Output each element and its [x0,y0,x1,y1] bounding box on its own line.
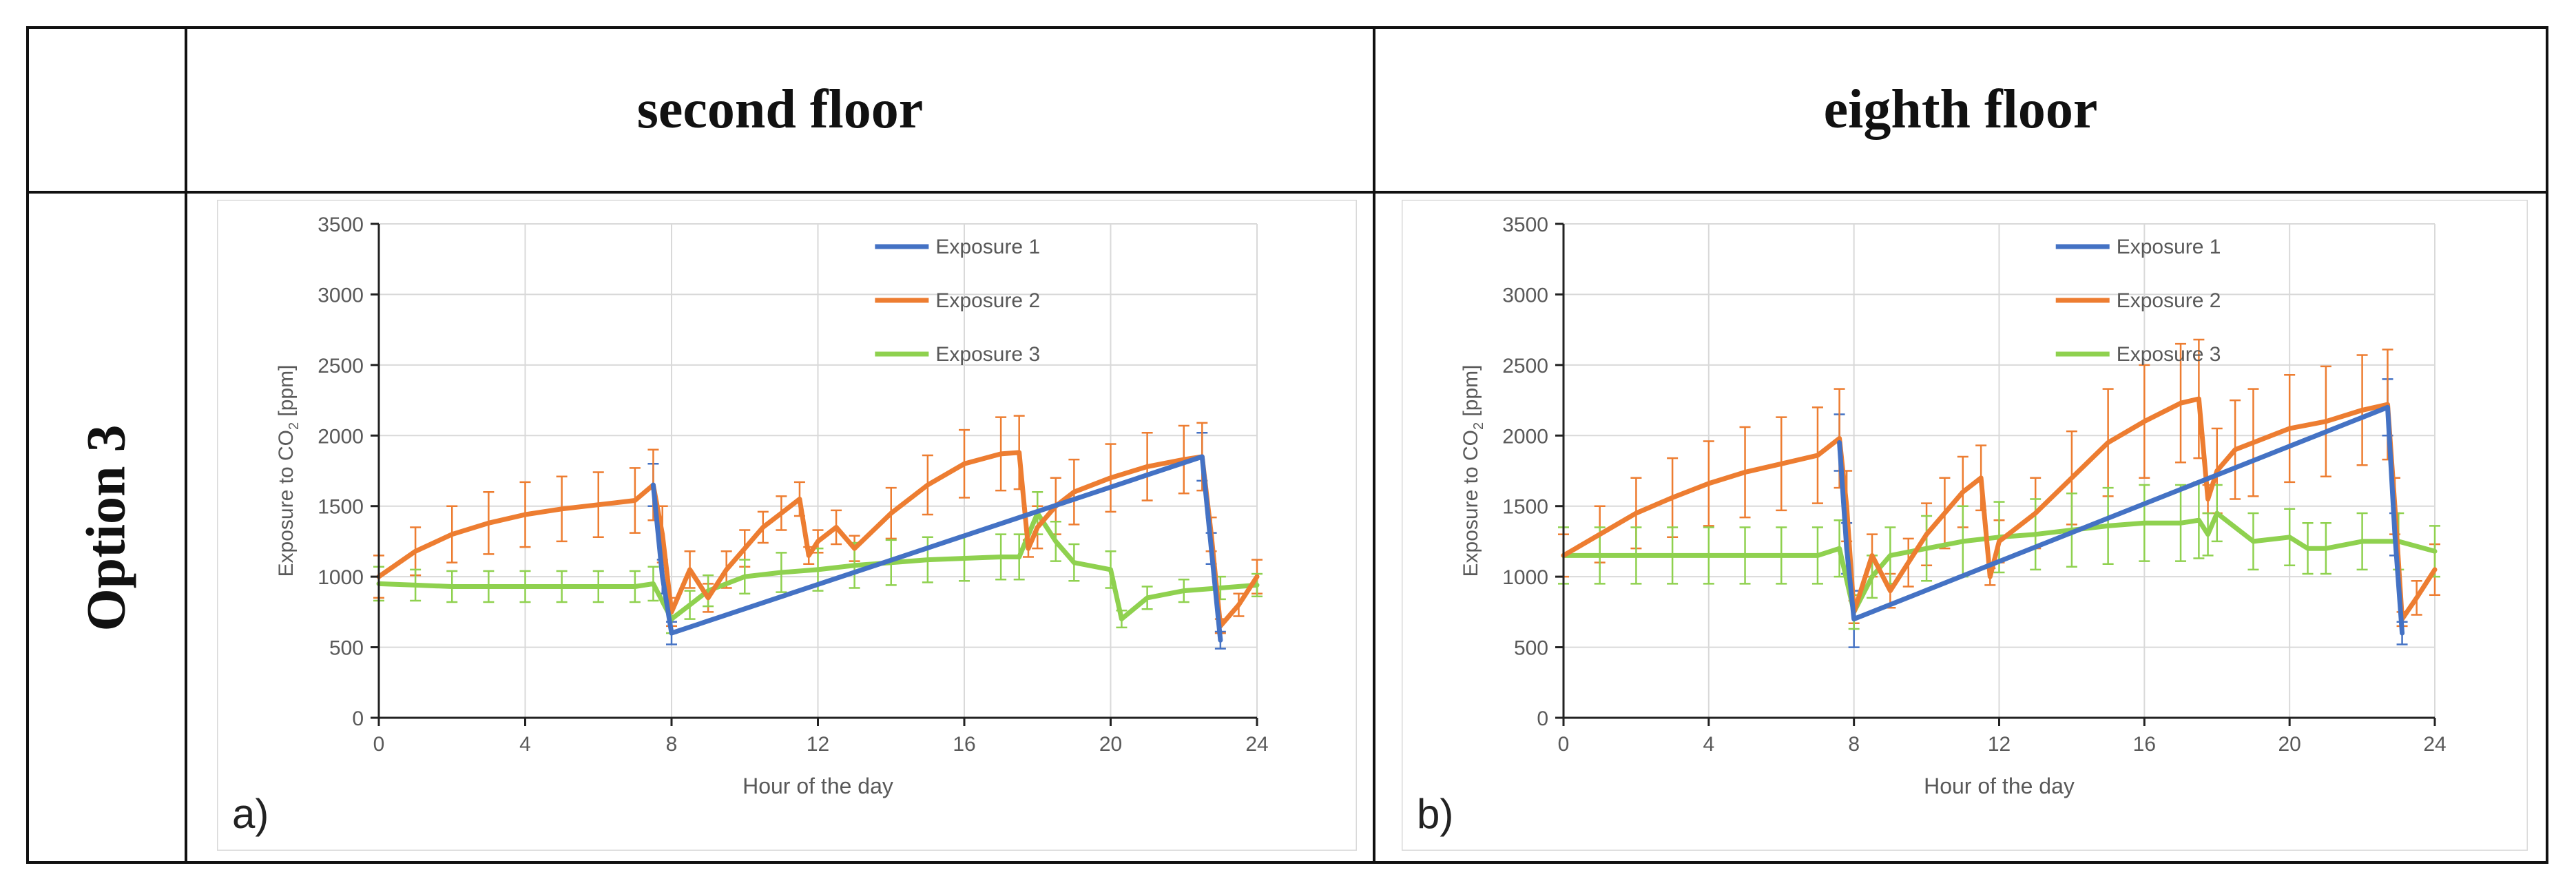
chart-panel-b: 0 500 1000 1500 2000 2500 3000 3500 0 4 8 12 16 20 24 … [1401,199,2528,851]
legend-entry: Exposure 2 [935,289,1040,312]
y-tick-label: 1500 [1502,496,1548,519]
table-divider-mid-col [1373,26,1375,864]
y-tick-label: 3000 [318,284,364,307]
y-tick-label: 3000 [1502,284,1548,307]
legend-entry: Exposure 1 [935,236,1040,258]
y-tick-label: 2000 [318,425,364,448]
y-tick-label: 1000 [1502,566,1548,589]
panel-label: a) [232,791,269,837]
x-tick-label: 20 [2278,733,2300,756]
table-border-right [2546,26,2548,864]
y-label-subscript: 2 [1471,422,1486,430]
series-line-exposure-1 [1837,404,2405,636]
legend-entry: Exposure 2 [2117,289,2221,312]
y-tick-label: 0 [352,707,364,730]
plot-frame [1401,199,2528,851]
table-divider-row [26,191,2548,194]
plot-frame [216,199,1358,851]
y-tick-label: 3500 [1502,214,1548,236]
column-header-eighth-floor: eighth floor [1823,79,2098,140]
series-line-exposure-1 [650,454,1223,643]
y-axis-label: Exposure to CO2 [ppm] [1460,365,1486,577]
legend-entry: Exposure 3 [935,343,1040,366]
series-line-exposure-3 [1561,510,2438,614]
x-tick-label: 12 [1988,733,2011,756]
table-border-top [26,26,2548,29]
y-tick-label: 500 [1514,637,1548,660]
y-tick-label: 3500 [318,214,364,236]
series-line-exposure-2 [376,450,1260,629]
table-divider-label-col [185,26,187,864]
y-tick-label: 2500 [1502,355,1548,377]
y-tick-label: 2000 [1502,425,1548,448]
x-tick-label: 24 [2423,733,2446,756]
legend-entry: Exposure 1 [2117,236,2221,258]
table-border-bottom [26,861,2548,864]
y-label-prefix: Exposure to CO [275,430,298,577]
x-axis-label: Hour of the day [1924,774,2075,798]
y-label-suffix: [ppm] [275,365,298,422]
x-axis-label: Hour of the day [742,774,893,798]
y-tick-label: 2500 [318,355,364,377]
x-tick-label: 8 [1848,733,1860,756]
y-tick-label: 1000 [318,566,364,589]
panel-label: b) [1417,791,1453,837]
legend-entry: Exposure 3 [2117,343,2221,366]
x-tick-label: 16 [2133,733,2156,756]
y-tick-label: 500 [329,637,364,660]
y-label-suffix: [ppm] [1460,365,1482,422]
y-axis-label: Exposure to CO2 [ppm] [275,365,302,577]
y-label-subscript: 2 [287,422,302,430]
x-tick-label: 12 [807,733,829,756]
chart-panel-a: 0 500 1000 1500 2000 2500 3000 3500 0 4 8 12 16 20 24 … [216,199,1358,851]
x-tick-label: 16 [953,733,975,756]
series-line-exposure-3 [376,510,1260,622]
y-label-prefix: Exposure to CO [1460,430,1482,577]
row-label-text: Option 3 [76,424,137,632]
table-border-left [26,26,29,864]
x-tick-label: 0 [1558,733,1570,756]
series-line-exposure-2 [1561,396,2438,622]
x-tick-label: 4 [1703,733,1714,756]
x-tick-label: 20 [1099,733,1122,756]
x-tick-label: 4 [519,733,531,756]
y-tick-label: 1500 [318,496,364,519]
row-label-option: Option 3 [28,194,186,861]
column-header-second-floor: second floor [636,79,924,140]
x-tick-label: 8 [666,733,678,756]
x-tick-label: 0 [373,733,385,756]
x-tick-label: 24 [1245,733,1268,756]
y-tick-label: 0 [1537,707,1548,730]
